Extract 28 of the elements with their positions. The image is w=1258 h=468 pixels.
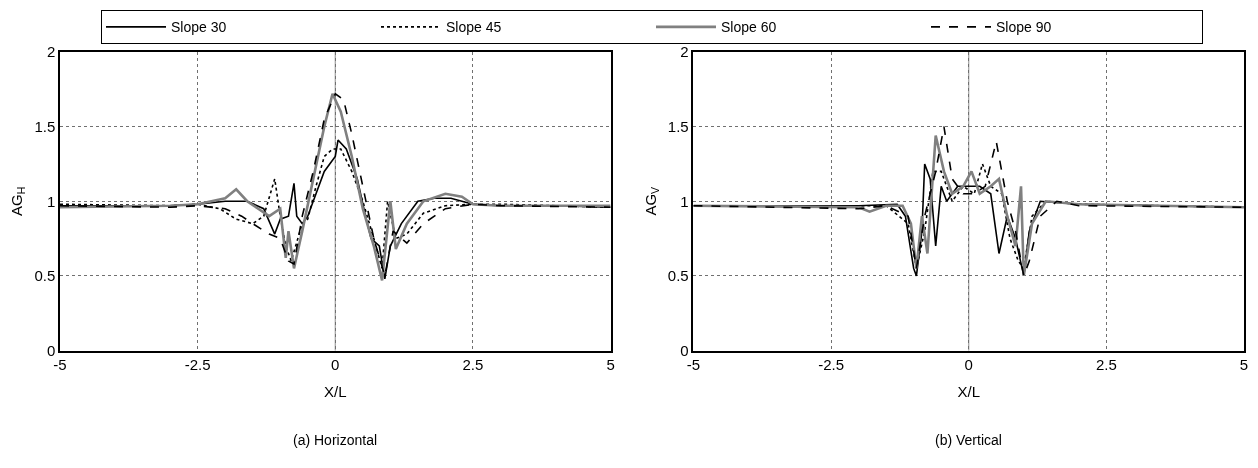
x-tick-label: -5 [53,356,67,374]
y-tick-label: 2 [46,43,56,61]
y-tick-label: 1 [46,192,56,210]
x-tick-label: -5 [686,356,701,374]
legend-label: Slope 30 [171,19,227,36]
y-tick-label: 1.5 [34,117,56,135]
x-tick-label: -2.5 [184,356,211,374]
x-tick-label: 5 [1239,356,1249,374]
x-tick-label: 0 [331,356,340,374]
text: (b) Vertical [935,432,1002,448]
x-tick-label: 2.5 [1095,356,1117,374]
legend-label: Slope 90 [996,19,1052,36]
x-axis-title: X/L [957,382,980,400]
x-tick-label: -2.5 [818,356,845,374]
legend-label: Slope 45 [446,19,502,36]
y-tick-label: 0.5 [34,267,56,285]
y-tick-label: 1.5 [667,117,689,135]
x-tick-label: 5 [606,356,615,374]
y-tick-label: 1 [680,192,689,210]
y-tick-label: 0 [46,341,56,359]
text: (a) Horizontal [293,432,378,448]
y-tick-label: 2 [680,43,689,61]
legend-label: Slope 60 [721,19,777,36]
x-axis-title: X/L [324,382,347,400]
y-tick-label: 0 [680,341,689,359]
x-tick-label: 2.5 [462,356,484,374]
y-tick-label: 0.5 [667,267,689,285]
x-tick-label: 0 [964,356,973,374]
